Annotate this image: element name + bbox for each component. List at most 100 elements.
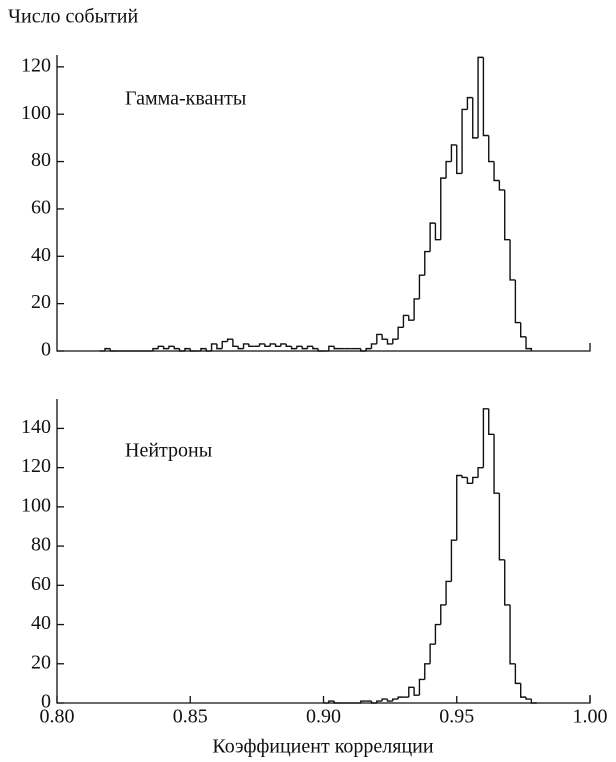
histogram-bin: [477, 56, 484, 138]
histogram-bin: [162, 346, 169, 350]
histogram-bin: [333, 346, 340, 350]
histogram-bin: [296, 345, 303, 349]
histogram-bin: [440, 604, 447, 625]
histogram-bin: [226, 338, 233, 342]
histogram-bin: [509, 239, 516, 281]
histogram-bin: [200, 347, 207, 351]
histogram-bin: [104, 347, 111, 351]
y-tick-label: 40: [31, 244, 51, 266]
histogram-bin: [509, 604, 516, 665]
x-axis-label: Коэффициент корреляции: [212, 736, 433, 758]
y-tick-label: 100: [21, 102, 51, 124]
histogram-bin: [381, 334, 388, 340]
histogram-bin: [376, 700, 383, 703]
histogram-bin: [184, 347, 191, 351]
histogram-bin: [173, 346, 180, 350]
y-tick-label: 60: [31, 573, 51, 595]
y-tick-label: 140: [21, 416, 51, 438]
histogram-bin: [376, 333, 383, 344]
y-tick-label: 120: [21, 54, 51, 76]
y-tick-label: 20: [31, 651, 51, 673]
histogram-bin: [520, 683, 527, 698]
histogram-bin: [493, 161, 500, 182]
y-tick-label: 40: [31, 612, 51, 634]
histogram-bin: [269, 343, 276, 347]
histogram-bin: [488, 408, 495, 436]
y-tick-label: 20: [31, 291, 51, 313]
histogram-bin: [440, 177, 447, 240]
histogram-bin: [488, 135, 495, 163]
histogram-bin: [274, 343, 281, 347]
histogram-bin: [365, 347, 372, 351]
histogram-bin: [429, 643, 436, 664]
histogram-bin: [472, 97, 479, 139]
histogram-bin: [232, 339, 239, 347]
histogram-bin: [168, 345, 175, 349]
histogram-bin: [237, 346, 244, 350]
histogram-bin: [328, 345, 335, 351]
histogram-bin: [466, 96, 473, 110]
histogram-bin: [429, 222, 436, 252]
histogram-bin: [381, 698, 388, 702]
histogram-bin: [280, 343, 287, 347]
x-tick-label: 0.90: [306, 706, 341, 728]
histogram-bin: [525, 697, 532, 700]
histogram-bin: [530, 699, 537, 704]
histogram-bin: [413, 298, 420, 321]
histogram-bin: [461, 475, 468, 479]
histogram-bin: [360, 348, 367, 352]
annotation: Гамма-кванты: [125, 88, 246, 110]
histogram-bin: [210, 343, 217, 351]
histogram-bin: [317, 348, 324, 352]
histogram-bin: [248, 343, 255, 347]
histogram-bin: [466, 477, 473, 485]
y-axis-label: Число событий: [8, 6, 138, 28]
histogram-bin: [109, 348, 116, 352]
histogram-bin: [461, 108, 468, 174]
histogram-bin: [498, 180, 505, 191]
histogram-bin: [450, 144, 457, 162]
y-tick-label: 60: [31, 197, 51, 219]
histogram-bin: [456, 474, 463, 541]
x-tick-label: 0.95: [439, 706, 474, 728]
histogram-bin: [408, 686, 415, 698]
histogram-bin: [242, 343, 249, 349]
x-tick-label: 0.80: [40, 706, 75, 728]
histogram-bin: [424, 663, 431, 680]
histogram-bin: [482, 57, 489, 137]
histogram-bin: [392, 698, 399, 702]
histogram-bin: [333, 701, 340, 704]
histogram-bin: [450, 539, 457, 582]
histogram-bin: [445, 580, 452, 605]
histogram-bin: [386, 339, 393, 345]
histogram-bin: [525, 336, 533, 351]
histogram-bin: [386, 699, 393, 702]
histogram-bin: [418, 678, 425, 696]
histogram-bin: [434, 623, 441, 645]
histogram-bin: [328, 700, 335, 703]
histogram-bin: [424, 250, 431, 276]
histogram-bin: [189, 348, 196, 352]
histogram-bin: [477, 466, 484, 478]
histogram-bin: [413, 687, 420, 696]
histogram-bin: [456, 144, 463, 175]
histogram-bin: [418, 274, 425, 299]
histogram-bin: [301, 346, 308, 350]
histogram-bin: [221, 340, 228, 349]
histogram-bin: [290, 346, 297, 350]
histogram-bin: [493, 434, 500, 494]
histogram-bin: [504, 189, 511, 241]
histogram-bin: [370, 343, 377, 349]
histogram-bin: [504, 559, 511, 606]
x-tick-label: 1.00: [573, 706, 608, 728]
y-tick-label: 0: [41, 691, 51, 713]
histogram-bin: [264, 343, 271, 347]
histogram-bin: [285, 343, 292, 347]
histogram-bin: [157, 345, 164, 349]
histogram-bin: [216, 343, 223, 350]
histogram-bin: [152, 347, 159, 351]
histogram-bin: [402, 314, 409, 328]
y-tick-label: 80: [31, 149, 51, 171]
histogram-bin: [397, 326, 404, 340]
